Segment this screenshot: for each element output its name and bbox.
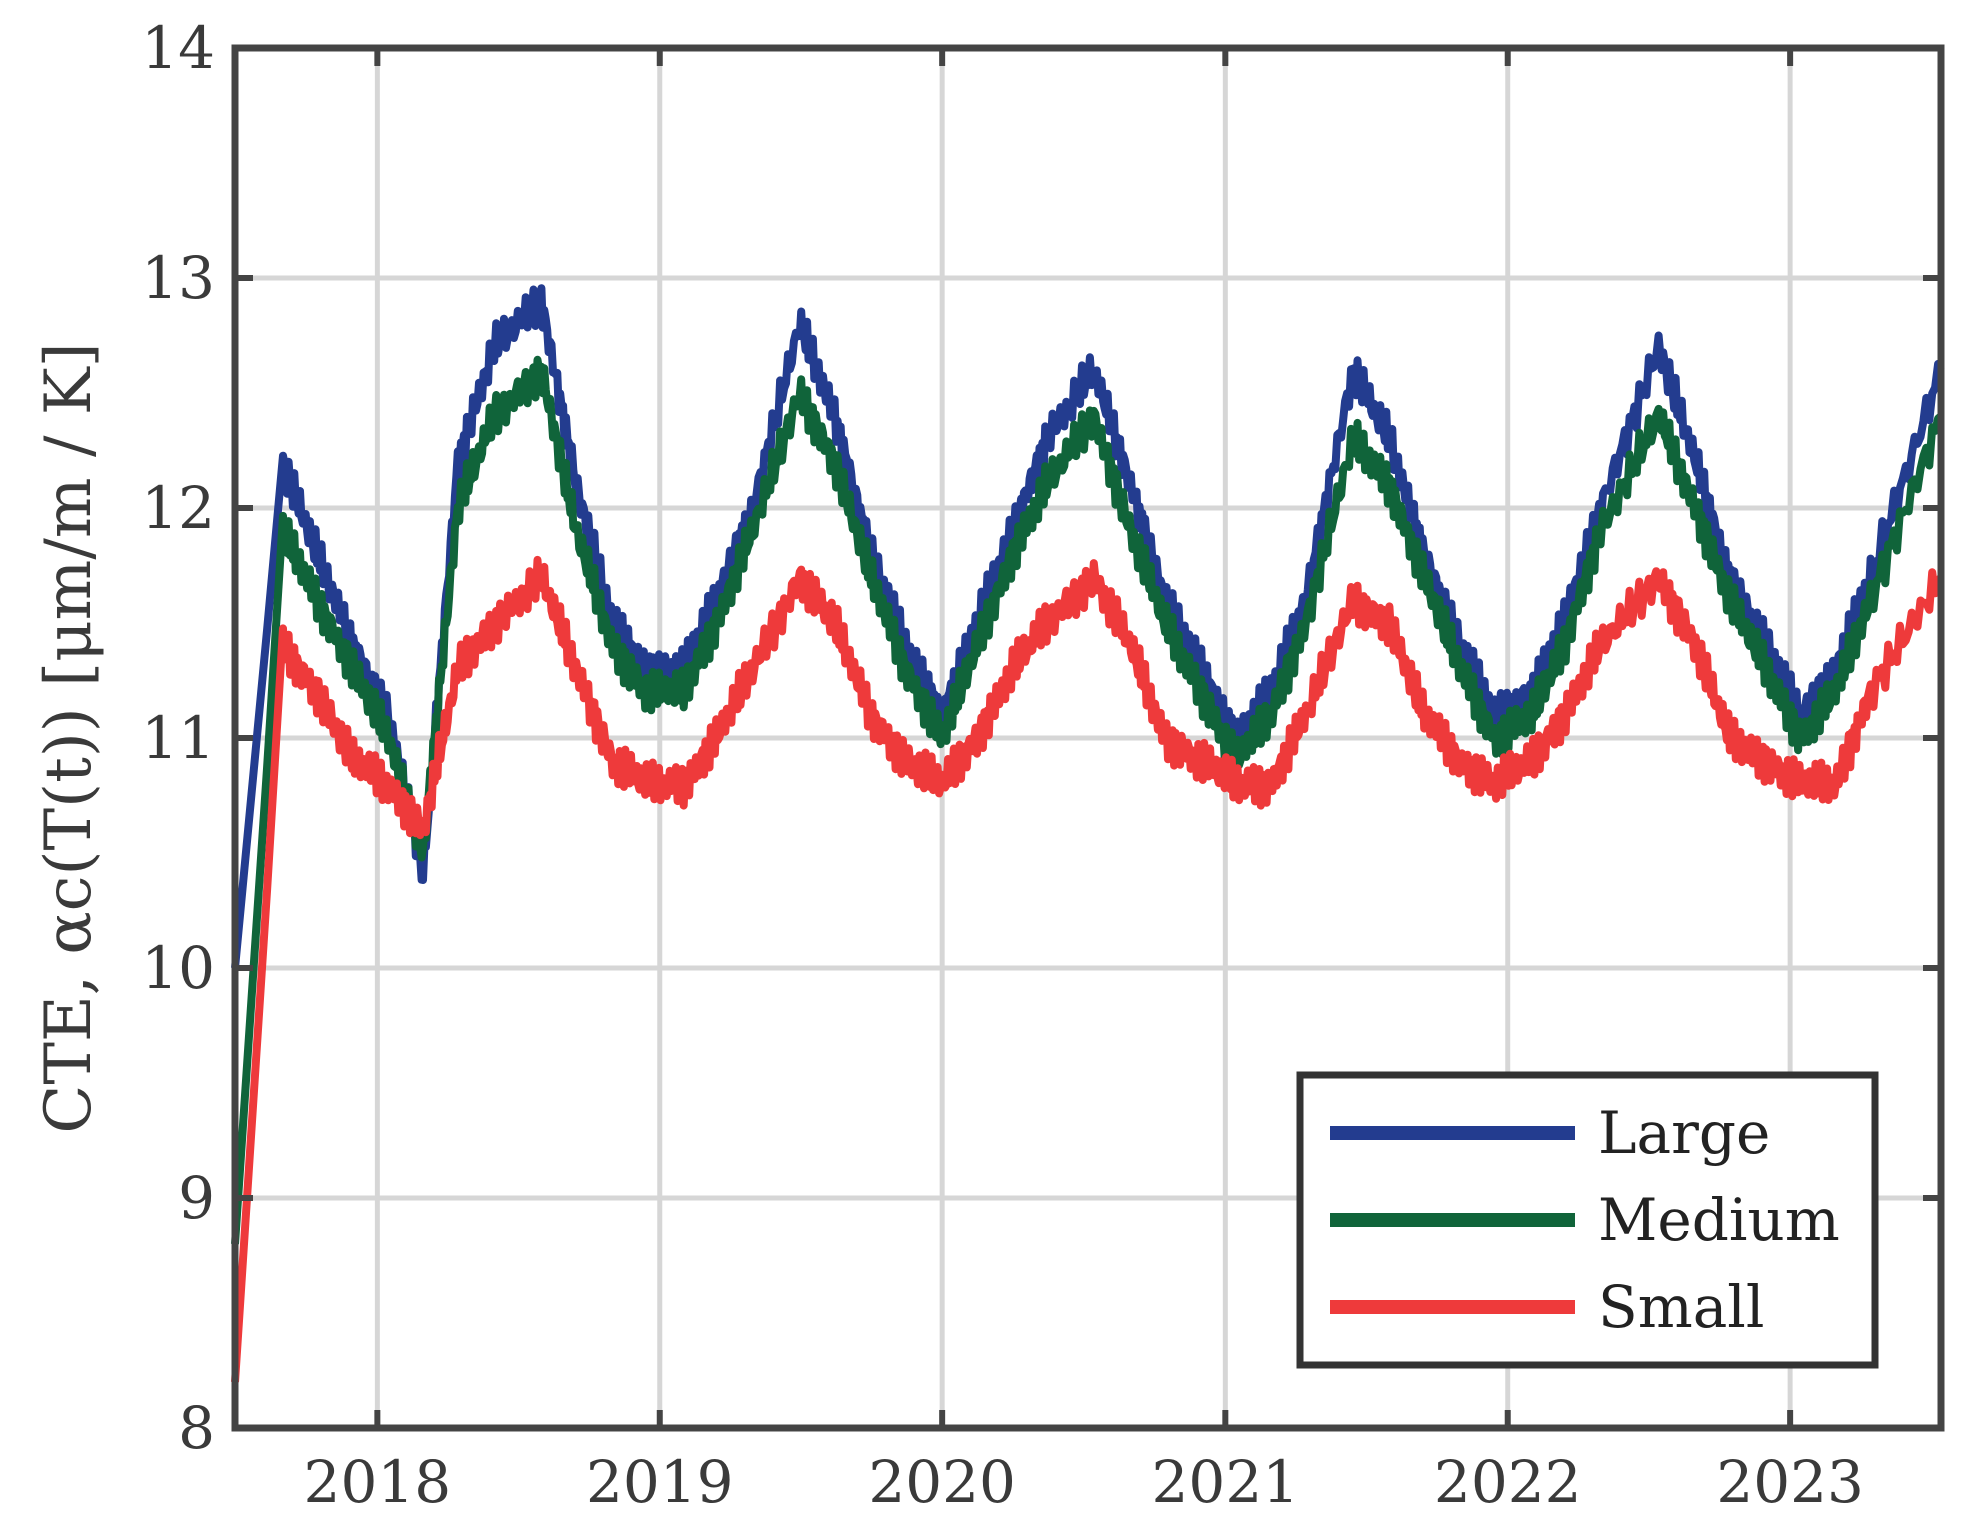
axis-ticks: [235, 45, 1941, 1431]
x-tick-label: 2019: [586, 1448, 734, 1516]
x-tick-label: 2022: [1434, 1448, 1582, 1516]
x-tick-label: 2023: [1716, 1448, 1864, 1516]
legend-label-small: Small: [1598, 1273, 1764, 1341]
legend-label-large: Large: [1598, 1099, 1770, 1167]
y-tick-label: 8: [178, 1394, 215, 1462]
x-tick-label: 2020: [868, 1448, 1016, 1516]
y-tick-label: 14: [141, 14, 215, 82]
y-tick-label: 12: [141, 474, 215, 542]
y-tick-label: 11: [141, 704, 215, 772]
y-tick-labels: 8 9 10 11 12 13 14: [141, 14, 215, 1462]
y-tick-label: 9: [178, 1164, 215, 1232]
legend: Large Medium Small: [1296, 1071, 1879, 1369]
series-line-small: [231, 555, 1945, 1383]
x-tick-label: 2021: [1152, 1448, 1300, 1516]
y-axis-label: CTE, αc(T(t)) [μm/m / K]: [32, 342, 106, 1133]
y-tick-label: 10: [141, 934, 215, 1002]
legend-label-medium: Medium: [1598, 1186, 1840, 1254]
series-layer: [231, 284, 1945, 1383]
x-tick-label: 2018: [304, 1448, 452, 1516]
y-tick-label: 13: [141, 244, 215, 312]
series-line-large: [231, 284, 1945, 969]
x-tick-labels: 2018 2019 2020 2021 2022 2023: [304, 1448, 1864, 1516]
series-line-medium: [231, 355, 1944, 1245]
